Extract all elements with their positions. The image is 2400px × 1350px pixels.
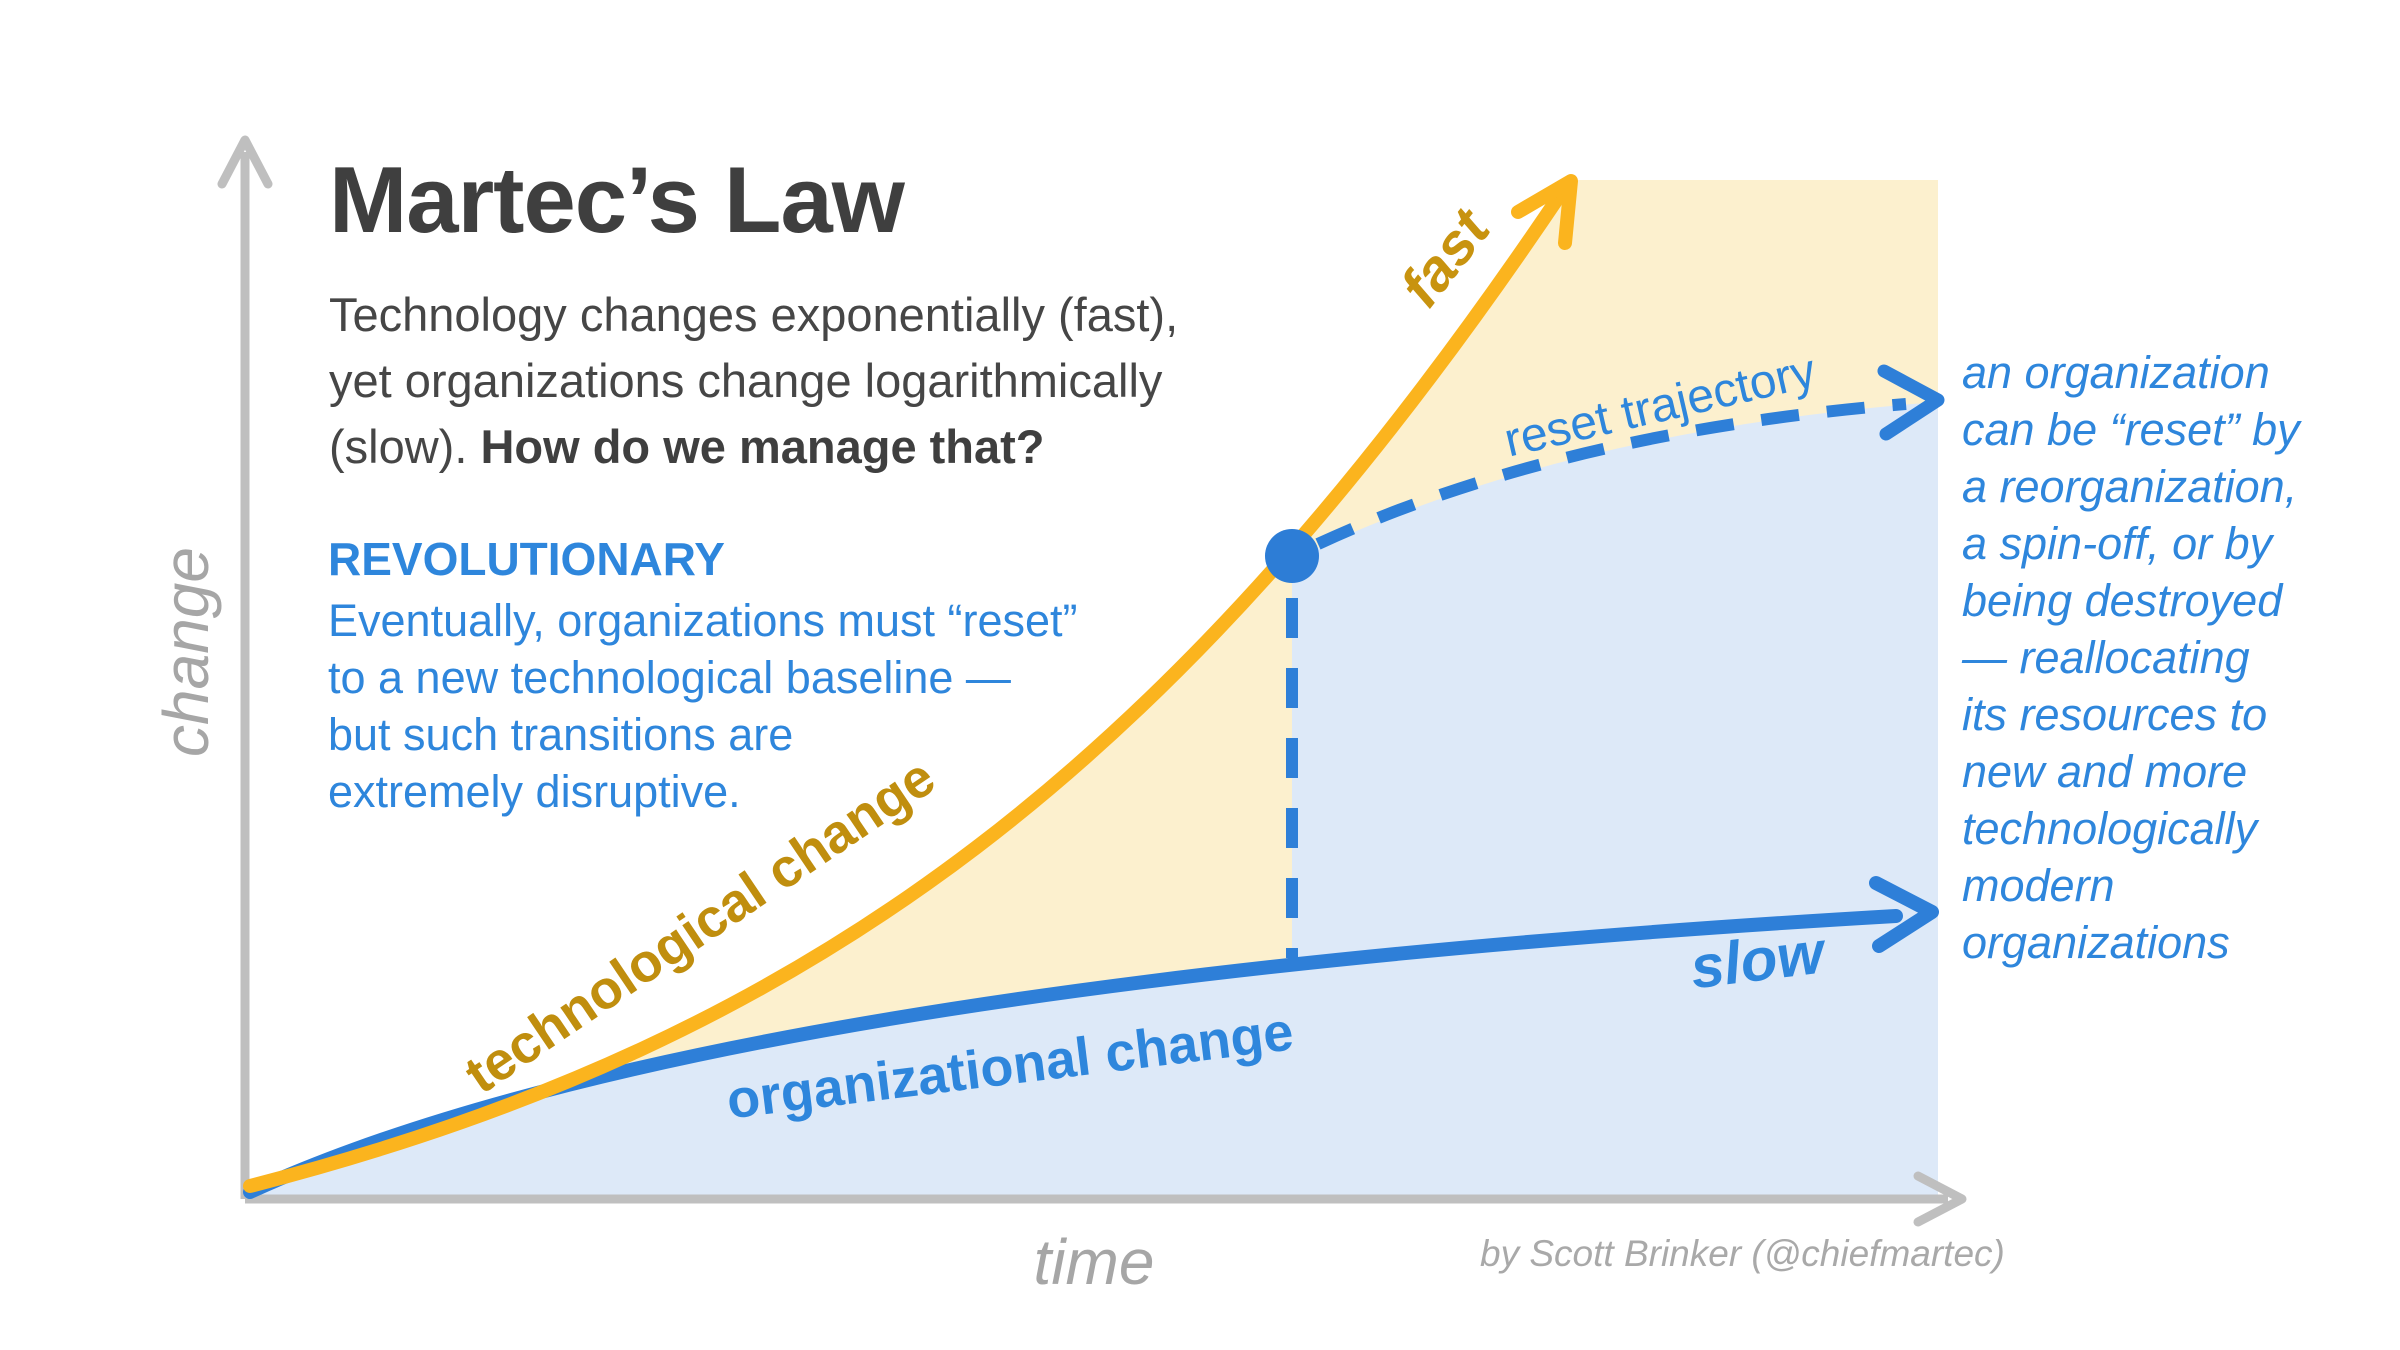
reset-point-dot <box>1265 529 1319 583</box>
intro-line-3-question: How do we manage that? <box>480 420 1045 473</box>
y-axis-arrowhead-icon <box>217 135 273 189</box>
y-axis-label: change <box>150 547 222 757</box>
intro-line-1: Technology changes exponentially (fast), <box>329 288 1179 341</box>
byline: by Scott Brinker (@chiefmartec) <box>1480 1233 2005 1274</box>
revolutionary-heading: REVOLUTIONARY <box>328 533 725 585</box>
technology-curve-arrowhead-icon <box>1511 174 1578 250</box>
intro-line-3-normal: (slow). <box>329 420 481 473</box>
reset-trajectory-arrowhead-icon <box>1877 364 1945 441</box>
x-axis-label: time <box>1033 1226 1155 1298</box>
reset-side-note: an organization can be “reset” by a reor… <box>1962 347 2300 968</box>
intro-line-2: yet organizations change logarithmically <box>329 354 1163 407</box>
organization-curve <box>243 909 1903 1199</box>
revolutionary-body: Eventually, organizations must “reset” t… <box>328 595 1078 817</box>
technology-curve <box>243 185 1569 1193</box>
page-title: Martec’s Law <box>329 147 905 252</box>
organization-area-fill <box>250 916 1938 1196</box>
intro-paragraph: Technology changes exponentially (fast),… <box>329 282 1178 480</box>
reset-trajectory-line <box>1315 398 1907 550</box>
reset-area-fill <box>1292 402 1938 980</box>
organization-curve-arrowhead-icon <box>1869 876 1939 953</box>
x-axis-arrowhead-icon <box>1913 1171 1967 1227</box>
intro-line-3: (slow). How do we manage that? <box>329 414 1178 480</box>
